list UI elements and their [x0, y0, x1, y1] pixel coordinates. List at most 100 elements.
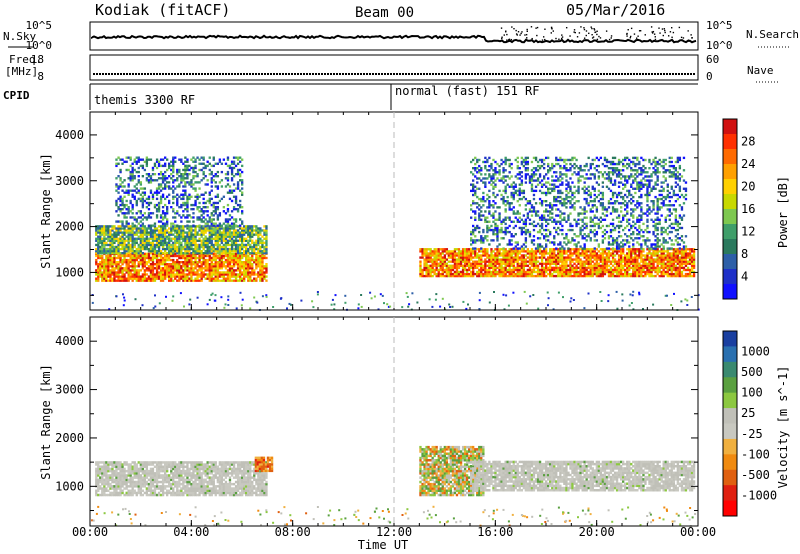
heatmap-cell	[168, 227, 171, 230]
heatmap-cell	[214, 252, 217, 256]
heatmap-cell	[147, 239, 151, 242]
heatmap-cell	[192, 279, 195, 282]
heatmap-cell	[510, 193, 513, 197]
heatmap-cell	[435, 254, 438, 257]
heatmap-cell	[540, 260, 544, 263]
heatmap-cell	[182, 269, 185, 272]
heatmap-cell	[259, 267, 262, 270]
heatmap-cell	[161, 227, 165, 230]
nsearch-point	[596, 38, 599, 41]
heatmap-cell	[164, 277, 167, 280]
heatmap-cell	[151, 269, 155, 272]
heatmap-cell	[113, 252, 116, 255]
heatmap-cell	[632, 258, 635, 261]
heatmap-cell	[496, 239, 499, 242]
heatmap-cell	[119, 258, 122, 262]
heatmap-cell	[261, 261, 264, 264]
heatmap-cell	[232, 233, 236, 236]
heatmap-cell	[465, 262, 469, 265]
heatmap-cell	[459, 252, 463, 255]
heatmap-cell	[166, 210, 169, 213]
heatmap-cell	[569, 262, 572, 265]
heatmap-cell	[198, 229, 201, 232]
heatmap-cell	[196, 195, 199, 198]
heatmap-cell	[423, 252, 426, 255]
heatmap-cell	[143, 247, 147, 251]
heatmap-cell	[161, 273, 165, 276]
heatmap-cell	[145, 261, 149, 264]
heatmap-cell	[143, 271, 147, 274]
heatmap-cell	[196, 181, 199, 184]
heatmap-cell	[502, 252, 505, 255]
heatmap-cell	[224, 233, 228, 236]
heatmap-cell	[441, 256, 444, 259]
heatmap-cell	[528, 260, 532, 263]
heatmap-cell	[119, 235, 122, 238]
heatmap-cell	[200, 241, 203, 245]
heatmap-cell	[498, 212, 501, 215]
heatmap-cell	[143, 245, 147, 249]
heatmap-cell	[198, 256, 201, 260]
heatmap-cell	[161, 229, 165, 232]
heatmap-cell	[662, 272, 665, 276]
heatmap-cell	[461, 274, 465, 278]
heatmap-cell	[263, 256, 266, 260]
heatmap-cell	[263, 273, 266, 276]
heatmap-cell	[498, 266, 501, 270]
heatmap-cell	[255, 245, 258, 249]
heatmap-cell	[463, 274, 467, 278]
heatmap-cell	[490, 262, 493, 265]
heatmap-cell	[585, 254, 588, 257]
heatmap-cell	[172, 265, 175, 268]
heatmap-cell	[170, 258, 173, 262]
heatmap-cell	[441, 258, 444, 261]
heatmap-cell	[492, 256, 495, 259]
heatmap-cell	[678, 250, 682, 253]
heatmap-cell	[180, 271, 183, 274]
heatmap-cell	[251, 241, 254, 245]
heatmap-cell	[496, 177, 499, 180]
heatmap-cell	[457, 250, 461, 253]
heatmap-cell	[141, 222, 145, 225]
heatmap-cell	[99, 229, 102, 232]
heatmap-cell	[650, 264, 653, 267]
heatmap-cell	[484, 262, 487, 265]
heatmap-cell	[265, 252, 268, 255]
heatmap-cell	[210, 275, 213, 278]
heatmap-cell	[153, 231, 157, 234]
heatmap-cell	[492, 250, 495, 253]
heatmap-cell	[652, 268, 655, 272]
heatmap-cell	[121, 220, 124, 223]
heatmap-cell	[155, 256, 159, 260]
heatmap-cell	[684, 252, 688, 255]
heatmap-cell	[463, 272, 467, 276]
heatmap-cell	[228, 252, 232, 255]
heatmap-cell	[486, 160, 489, 164]
heatmap-cell	[504, 258, 507, 261]
heatmap-cell	[210, 220, 213, 223]
heatmap-cell	[492, 173, 495, 176]
heatmap-cell	[188, 245, 191, 249]
heatmap-cell	[251, 267, 254, 270]
heatmap-cell	[692, 274, 696, 278]
heatmap-cell	[532, 270, 536, 274]
heatmap-cell	[577, 262, 580, 265]
heatmap-cell	[243, 237, 246, 240]
heatmap-cell	[143, 199, 147, 203]
heatmap-cell	[123, 277, 126, 280]
heatmap-cell	[206, 263, 209, 266]
heatmap-cell	[216, 227, 220, 230]
heatmap-cell	[190, 227, 193, 230]
heatmap-cell	[184, 193, 187, 196]
heatmap-cell	[500, 197, 503, 201]
heatmap-cell	[228, 273, 232, 276]
heatmap-cell	[105, 275, 108, 278]
heatmap-cell	[192, 203, 195, 207]
heatmap-cell	[484, 237, 487, 240]
heatmap-cell	[232, 252, 236, 256]
heatmap-cell	[176, 271, 179, 274]
heatmap-cell	[593, 258, 596, 261]
heatmap-cell	[147, 208, 151, 211]
heatmap-cell	[131, 231, 134, 234]
heatmap-cell	[482, 181, 485, 184]
